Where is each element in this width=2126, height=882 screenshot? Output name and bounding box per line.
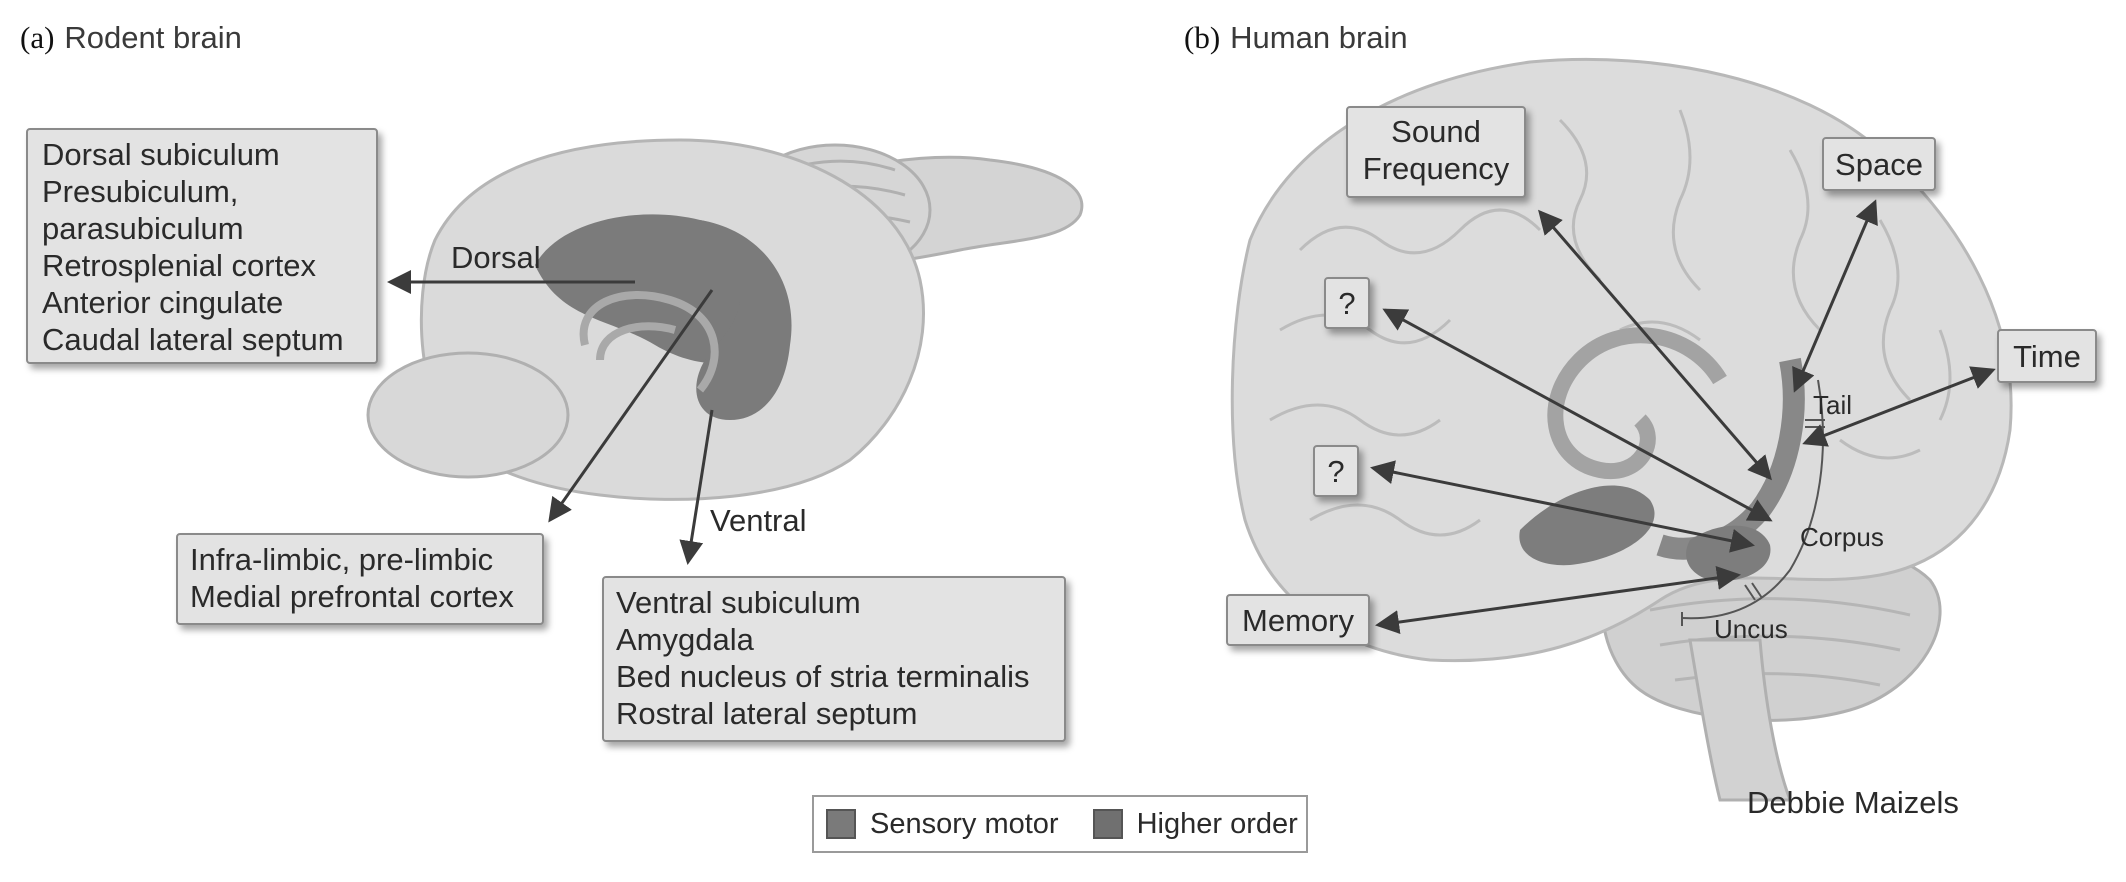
- legend-swatch-sensory-motor: [826, 809, 856, 839]
- human-brainstem: [1688, 638, 1793, 802]
- box-line: Medial prefrontal cortex: [190, 579, 514, 614]
- question-lower-box: ?: [1313, 445, 1359, 497]
- box-line: ?: [1338, 286, 1356, 321]
- question-upper-box: ?: [1324, 277, 1370, 329]
- prefrontal-projections-box: Infra-limbic, pre-limbic Medial prefront…: [176, 533, 544, 625]
- panel-a-text: Rodent brain: [64, 20, 242, 55]
- ventral-projections-box: Ventral subiculum Amygdala Bed nucleus o…: [602, 576, 1066, 742]
- box-line: Amygdala: [616, 622, 754, 657]
- box-line: Memory: [1242, 603, 1354, 638]
- box-line: Infra-limbic, pre-limbic: [190, 542, 494, 577]
- arrow-time: [1802, 366, 1996, 447]
- box-line: Bed nucleus of stria terminalis: [616, 659, 1030, 694]
- box-line: Anterior cingulate: [42, 285, 284, 320]
- rodent-ventral-region: [696, 220, 792, 420]
- ventral-label: Ventral: [710, 503, 807, 538]
- legend-item-sensory-motor: Sensory motor: [826, 808, 1059, 841]
- box-line: Frequency: [1362, 151, 1510, 186]
- panel-b-letter: (b): [1184, 20, 1221, 55]
- tail-label: Tail: [1813, 390, 1853, 420]
- memory-box: Memory: [1226, 594, 1370, 646]
- corpus-label: Corpus: [1800, 522, 1884, 552]
- box-line: Time: [2013, 339, 2081, 374]
- rodent-olfactory-bulb: [366, 351, 570, 479]
- legend-item-higher-order: Higher order: [1092, 807, 1298, 841]
- dorsal-projections-box: Dorsal subiculum Presubiculum, parasubic…: [26, 128, 378, 364]
- sound-frequency-box: Sound Frequency: [1346, 106, 1526, 198]
- panel-a-title: (a) Rodent brain: [20, 20, 242, 56]
- box-line: Sound: [1391, 114, 1481, 149]
- arrow-to-prefrontal-box: [548, 289, 714, 523]
- time-box: Time: [1997, 329, 2097, 383]
- box-line: Presubiculum,: [42, 174, 239, 209]
- panel-b-title: (b) Human brain: [1184, 20, 1408, 56]
- panel-a-letter: (a): [20, 20, 55, 55]
- arrow-memory: [1375, 566, 1741, 634]
- legend-swatch-higher-order: [1092, 809, 1123, 839]
- legend: Sensory motor Higher order: [812, 795, 1308, 853]
- rodent-brain: [366, 138, 1084, 501]
- box-line: parasubiculum: [42, 211, 244, 246]
- box-line: Space: [1835, 147, 1923, 182]
- dorsal-label: Dorsal: [451, 240, 541, 275]
- rodent-arrows: [387, 270, 714, 565]
- arrow-to-ventral-box: [679, 409, 714, 565]
- box-line: Dorsal subiculum: [42, 137, 280, 172]
- artist-credit: Debbie Maizels: [1747, 785, 1959, 820]
- box-line: Ventral subiculum: [616, 585, 861, 620]
- uncus-label: Uncus: [1714, 614, 1788, 644]
- arrow-space: [1792, 199, 1878, 393]
- panel-b-text: Human brain: [1230, 20, 1408, 55]
- box-line: Caudal lateral septum: [42, 322, 344, 357]
- human-arrows: [1370, 199, 1996, 634]
- arrow-question-lower: [1370, 460, 1755, 553]
- box-line: Rostral lateral septum: [616, 696, 918, 731]
- box-line: ?: [1327, 454, 1345, 489]
- legend-label-sensory-motor: Sensory motor: [870, 807, 1059, 840]
- box-line: Retrosplenial cortex: [42, 248, 316, 283]
- space-box: Space: [1822, 137, 1936, 191]
- rodent-hippocampus-curve: [579, 291, 719, 393]
- legend-label-higher-order: Higher order: [1136, 807, 1298, 840]
